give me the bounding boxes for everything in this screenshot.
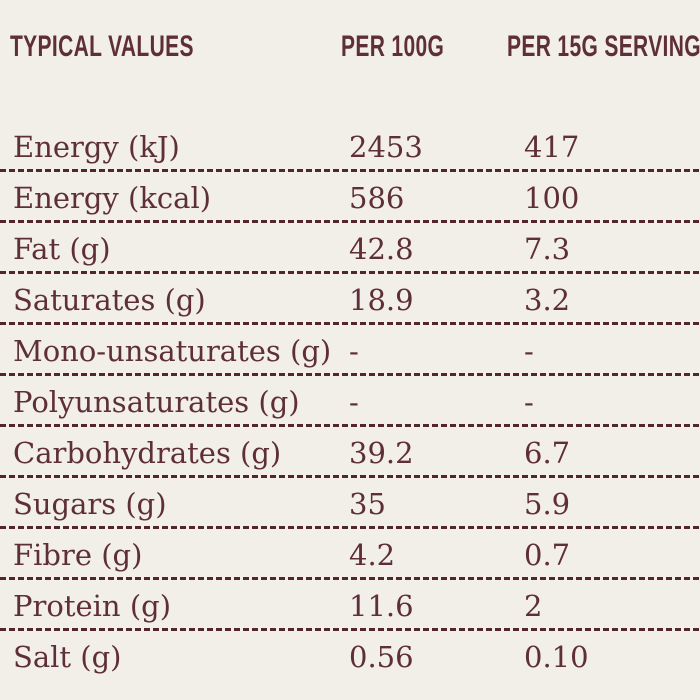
row-value-per-15g-serving: 100 bbox=[524, 180, 580, 215]
row-value-per-15g-serving: 0.7 bbox=[524, 537, 571, 572]
table-row: Energy (kJ) 2453 417 bbox=[0, 121, 700, 172]
row-value-per-100g: 4.2 bbox=[349, 537, 396, 572]
row-value-per-100g: 11.6 bbox=[349, 588, 414, 623]
row-value-per-100g: - bbox=[349, 333, 359, 368]
row-value-per-100g: 0.56 bbox=[349, 639, 414, 674]
row-label: Fibre (g) bbox=[13, 537, 143, 572]
table-row: Fibre (g) 4.2 0.7 bbox=[0, 529, 700, 580]
row-value-per-15g-serving: 5.9 bbox=[524, 486, 571, 521]
table-row: Energy (kcal) 586 100 bbox=[0, 172, 700, 223]
header-per-15g-serving: PER 15G SERVING bbox=[507, 30, 700, 63]
table-row: Mono-unsaturates (g) - - bbox=[0, 325, 700, 376]
row-value-per-100g: 42.8 bbox=[349, 231, 414, 266]
row-value-per-100g: - bbox=[349, 384, 359, 419]
row-value-per-15g-serving: 3.2 bbox=[524, 282, 571, 317]
table-row: Polyunsaturates (g) - - bbox=[0, 376, 700, 427]
table-body: Energy (kJ) 2453 417 Energy (kcal) 586 1… bbox=[0, 121, 700, 682]
row-value-per-100g: 35 bbox=[349, 486, 386, 521]
row-label: Salt (g) bbox=[13, 639, 122, 674]
row-label: Energy (kcal) bbox=[13, 180, 212, 215]
row-value-per-100g: 39.2 bbox=[349, 435, 414, 470]
row-label: Saturates (g) bbox=[13, 282, 206, 317]
table-row: Fat (g) 42.8 7.3 bbox=[0, 223, 700, 274]
row-value-per-15g-serving: - bbox=[524, 384, 534, 419]
row-value-per-15g-serving: 2 bbox=[524, 588, 543, 623]
row-label: Carbohydrates (g) bbox=[13, 435, 282, 470]
row-label: Mono-unsaturates (g) bbox=[13, 333, 332, 368]
row-label: Sugars (g) bbox=[13, 486, 167, 521]
row-value-per-15g-serving: 417 bbox=[524, 129, 580, 164]
table-row: Protein (g) 11.6 2 bbox=[0, 580, 700, 631]
header-per-100g: PER 100G bbox=[341, 30, 445, 63]
table-header: TYPICAL VALUES PER 100G PER 15G SERVING bbox=[0, 30, 700, 64]
row-value-per-15g-serving: 6.7 bbox=[524, 435, 571, 470]
row-value-per-100g: 586 bbox=[349, 180, 405, 215]
header-typical-values: TYPICAL VALUES bbox=[10, 30, 194, 63]
row-value-per-15g-serving: 0.10 bbox=[524, 639, 589, 674]
row-value-per-100g: 2453 bbox=[349, 129, 423, 164]
row-label: Energy (kJ) bbox=[13, 129, 180, 164]
row-value-per-15g-serving: - bbox=[524, 333, 534, 368]
row-label: Fat (g) bbox=[13, 231, 111, 266]
row-label: Protein (g) bbox=[13, 588, 172, 623]
table-row: Carbohydrates (g) 39.2 6.7 bbox=[0, 427, 700, 478]
table-row: Saturates (g) 18.9 3.2 bbox=[0, 274, 700, 325]
table-row: Sugars (g) 35 5.9 bbox=[0, 478, 700, 529]
table-row: Salt (g) 0.56 0.10 bbox=[0, 631, 700, 682]
row-value-per-100g: 18.9 bbox=[349, 282, 414, 317]
row-value-per-15g-serving: 7.3 bbox=[524, 231, 571, 266]
row-label: Polyunsaturates (g) bbox=[13, 384, 300, 419]
